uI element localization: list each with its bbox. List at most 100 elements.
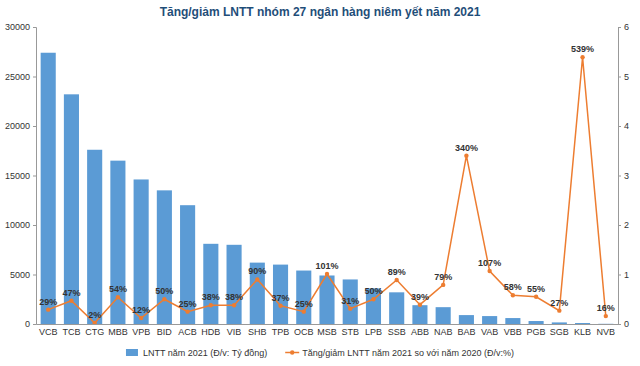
marker xyxy=(46,307,50,311)
tick-label: KLB xyxy=(574,327,591,337)
tick-label: MSB xyxy=(317,327,337,337)
tick: VBB xyxy=(504,324,522,337)
legend-label: LNTT năm 2021 (Đ/v: Tỷ đồng) xyxy=(143,348,267,358)
tick: 5000 xyxy=(10,270,36,280)
data-label: 107% xyxy=(478,258,501,268)
legend-swatch xyxy=(126,349,138,356)
tick: 20000 xyxy=(5,121,36,131)
tick-label: VPB xyxy=(132,327,150,337)
data-label: 39% xyxy=(411,292,429,302)
tick: 6 xyxy=(618,22,629,32)
marker xyxy=(557,308,561,312)
marker xyxy=(325,272,329,276)
marker xyxy=(395,278,399,282)
bar xyxy=(87,150,102,324)
marker xyxy=(348,306,352,310)
legend-label: Tăng/giảm LNTT năm 2021 so với năm 2020 … xyxy=(302,348,514,358)
tick-label: 3 xyxy=(624,171,629,181)
data-label: 47% xyxy=(62,288,80,298)
tick: SHB xyxy=(248,324,267,337)
marker xyxy=(232,303,236,307)
data-label: 54% xyxy=(109,284,127,294)
marker xyxy=(255,277,259,281)
marker xyxy=(139,316,143,320)
marker xyxy=(278,303,282,307)
axis-line xyxy=(33,28,37,325)
bar xyxy=(552,322,567,324)
tick-label: SGB xyxy=(550,327,569,337)
legend-item: LNTT năm 2021 (Đ/v: Tỷ đồng) xyxy=(126,348,267,358)
data-label: 90% xyxy=(248,266,266,276)
tick-label: 0 xyxy=(25,319,30,329)
tick-mark xyxy=(33,176,36,177)
marker xyxy=(418,302,422,306)
marker xyxy=(69,299,73,303)
data-label: 31% xyxy=(341,296,359,306)
tick-label: ACB xyxy=(178,327,197,337)
tick-mark xyxy=(618,176,621,177)
marker xyxy=(162,297,166,301)
bar xyxy=(482,316,497,324)
title: Tăng/giảm LNTT nhóm 27 ngân hàng niêm yế… xyxy=(160,5,481,19)
tick-mark xyxy=(33,275,36,276)
tick-label: TPB xyxy=(272,327,290,337)
marker xyxy=(534,295,538,299)
marker xyxy=(209,303,213,307)
chart: Tăng/giảm LNTT nhóm 27 ngân hàng niêm yế… xyxy=(0,0,640,366)
tick: 3 xyxy=(618,171,629,181)
tick: CTG xyxy=(85,324,104,337)
tick-label: 4 xyxy=(624,121,629,131)
tick: VCB xyxy=(39,324,58,337)
marker xyxy=(441,283,445,287)
tick-mark xyxy=(33,126,36,127)
tick-mark xyxy=(618,27,621,28)
tick-label: VCB xyxy=(39,327,58,337)
tick-label: 2 xyxy=(624,220,629,230)
tick-label: 10000 xyxy=(5,220,30,230)
tick-label: SSB xyxy=(388,327,406,337)
data-label: 58% xyxy=(504,282,522,292)
data-label: 25% xyxy=(179,299,197,309)
tick: 15000 xyxy=(5,171,36,181)
tick: NAB xyxy=(434,324,453,337)
tick-mark xyxy=(33,225,36,226)
tick-mark xyxy=(33,77,36,78)
tick-label: SHB xyxy=(248,327,267,337)
tick-label: 6 xyxy=(624,22,629,32)
tick: BID xyxy=(157,324,173,337)
tick: 25000 xyxy=(5,72,36,82)
marker xyxy=(487,269,491,273)
data-label: 25% xyxy=(295,299,313,309)
tick-label: ABB xyxy=(411,327,429,337)
tick-mark xyxy=(618,275,621,276)
legend-marker xyxy=(290,350,294,354)
marker xyxy=(92,321,96,324)
bar xyxy=(227,245,242,324)
tick-label: STB xyxy=(341,327,359,337)
data-label: 79% xyxy=(434,272,452,282)
tick-mark xyxy=(618,126,621,127)
data-label: 89% xyxy=(388,267,406,277)
marker xyxy=(185,309,189,313)
tick-label: VBB xyxy=(504,327,522,337)
tick: LPB xyxy=(365,324,382,337)
bar xyxy=(598,323,613,324)
tick: 0 xyxy=(25,319,36,329)
tick-label: 5 xyxy=(624,72,629,82)
tick-label: CTG xyxy=(85,327,104,337)
tick-mark xyxy=(618,77,621,78)
tick: ABB xyxy=(411,324,429,337)
tick-label: 15000 xyxy=(5,171,30,181)
data-label: 12% xyxy=(132,305,150,315)
bar xyxy=(412,305,427,324)
tick: TCB xyxy=(62,324,80,337)
data-label: 38% xyxy=(202,292,220,302)
tick-label: PGB xyxy=(527,327,546,337)
axis-line xyxy=(37,324,619,325)
data-label: 37% xyxy=(272,293,290,303)
tick-label: VIB xyxy=(227,327,242,337)
legend-item: Tăng/giảm LNTT năm 2021 so với năm 2020 … xyxy=(285,348,514,358)
tick-label: NAB xyxy=(434,327,453,337)
data-label: 38% xyxy=(225,292,243,302)
tick: VAB xyxy=(481,324,498,337)
